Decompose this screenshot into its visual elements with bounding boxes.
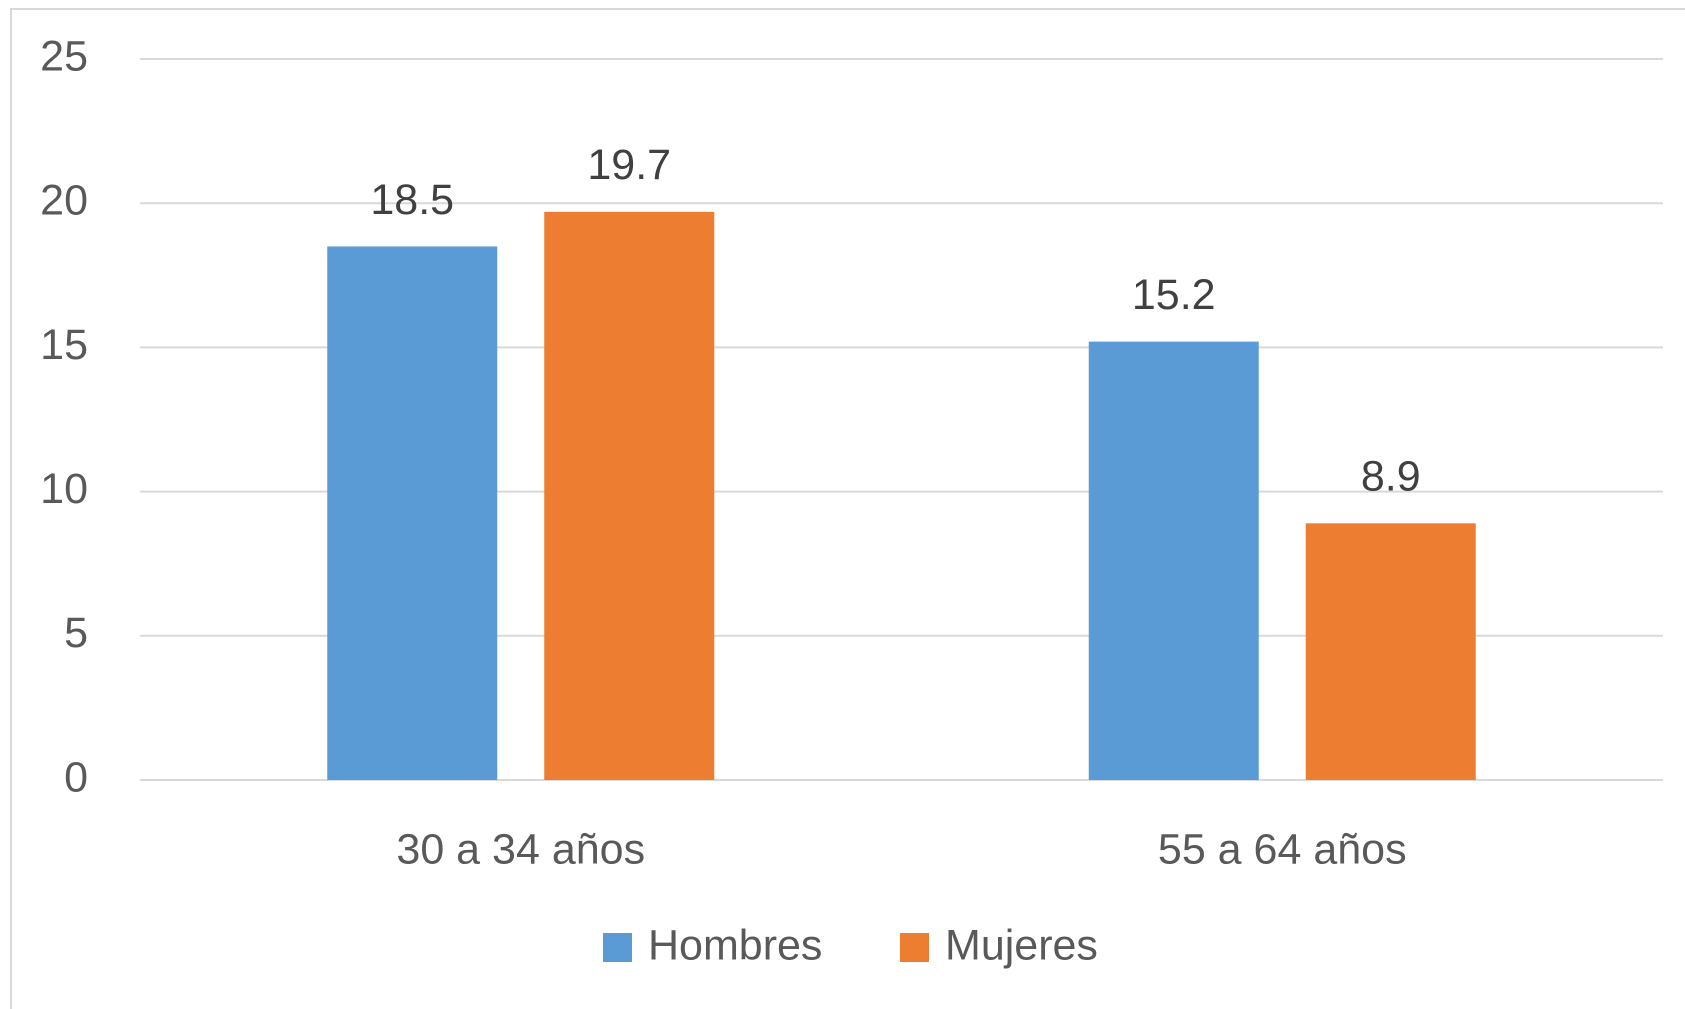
bar [327, 246, 498, 780]
bar [544, 211, 715, 781]
y-tick-label: 25 [40, 32, 88, 80]
legend-label: Mujeres [945, 921, 1098, 969]
value-label: 15.2 [1132, 271, 1216, 319]
bar [1305, 523, 1476, 780]
value-label: 18.5 [370, 176, 454, 224]
y-tick-label: 15 [40, 321, 88, 369]
x-tick-label: 55 a 64 años [1158, 825, 1407, 873]
y-tick-label: 5 [64, 609, 88, 657]
x-tick-label: 30 a 34 años [396, 825, 645, 873]
y-tick-label: 20 [40, 177, 88, 225]
bar [1088, 341, 1259, 780]
value-label: 19.7 [587, 141, 671, 189]
chart-border [10, 8, 1685, 1009]
y-tick-label: 0 [64, 753, 88, 801]
y-tick-label: 10 [40, 465, 88, 513]
legend-swatch [900, 933, 929, 962]
legend-label: Hombres [648, 921, 822, 969]
legend-swatch [603, 933, 632, 962]
value-label: 8.9 [1361, 453, 1421, 501]
